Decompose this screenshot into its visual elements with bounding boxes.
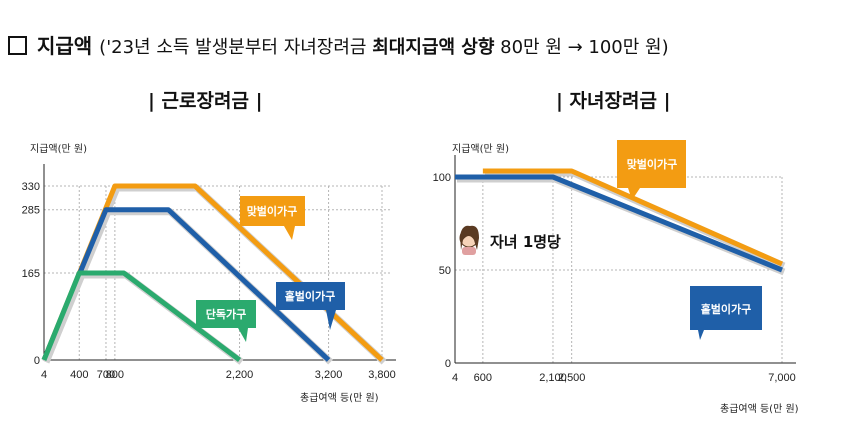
child-annotation: 자녀 1명당 (459, 225, 561, 255)
x-tick-label: 7,000 (768, 372, 796, 384)
x-tick-label: 4 (452, 372, 458, 384)
page-title: 지급액 ('23년 소득 발생분부터 자녀장려금 최대지급액 상향 80만 원 … (8, 30, 669, 59)
legend-bubble-label: 맞벌이가구 (247, 204, 298, 218)
x-tick-label: 3,800 (368, 369, 396, 381)
legend-bubble (196, 300, 256, 342)
legend-bubble (617, 140, 686, 200)
y-tick-label: 330 (22, 181, 40, 193)
subtitle-bold: 최대지급액 상향 (372, 37, 495, 58)
x-tick-label: 2,500 (558, 372, 586, 384)
subtitle-suffix: 80만 원 → 100만 원) (494, 37, 669, 58)
annotation-label: 자녀 1명당 (490, 233, 561, 251)
y-tick-label: 0 (445, 358, 451, 370)
y-axis-label: 지급액(만 원) (452, 143, 509, 155)
x-tick-label: 600 (474, 372, 492, 384)
title-main: 지급액 (37, 34, 93, 58)
x-axis-label: 총급여액 등(만 원) (300, 392, 379, 404)
legend-bubble-label: 홑벌이가구 (285, 289, 336, 303)
section-label-left: | 근로장려금 | (148, 90, 263, 112)
legend-bubble (276, 282, 345, 330)
legend-bubble-label: 단독가구 (206, 307, 246, 321)
series-line-1 (482, 168, 784, 267)
section-label-right: | 자녀장려금 | (556, 90, 671, 112)
legend-bubble (690, 286, 762, 340)
x-tick-label: 400 (70, 369, 88, 381)
y-tick-label: 165 (22, 268, 40, 280)
y-tick-label: 0 (34, 355, 40, 367)
title-subtitle: ('23년 소득 발생분부터 자녀장려금 최대지급액 상향 80만 원 → 10… (99, 37, 668, 58)
legend-bubble-label: 맞벌이가구 (627, 157, 678, 171)
child-hair-icon (460, 225, 479, 250)
x-tick-label: 2,200 (226, 369, 254, 381)
x-tick-label: 2,100 (539, 372, 567, 384)
x-tick-label: 800 (106, 369, 124, 381)
series-line-2 (455, 174, 783, 273)
x-tick-label: 3,200 (315, 369, 343, 381)
checkbox-square-icon (8, 36, 27, 55)
legend-bubble-label: 홑벌이가구 (701, 302, 752, 316)
subtitle-prefix: ('23년 소득 발생분부터 자녀장려금 (99, 37, 373, 58)
series-line-3 (41, 270, 242, 362)
legend-bubble (240, 196, 305, 240)
y-tick-label: 50 (439, 265, 451, 277)
x-axis-label: 총급여액 등(만 원) (720, 403, 799, 415)
y-tick-label: 100 (433, 172, 451, 184)
y-axis-label: 지급액(만 원) (30, 143, 87, 155)
x-tick-label: 4 (41, 369, 47, 381)
x-tick-label: 700 (97, 369, 115, 381)
child-body-icon (462, 247, 476, 255)
y-tick-label: 285 (22, 205, 40, 217)
